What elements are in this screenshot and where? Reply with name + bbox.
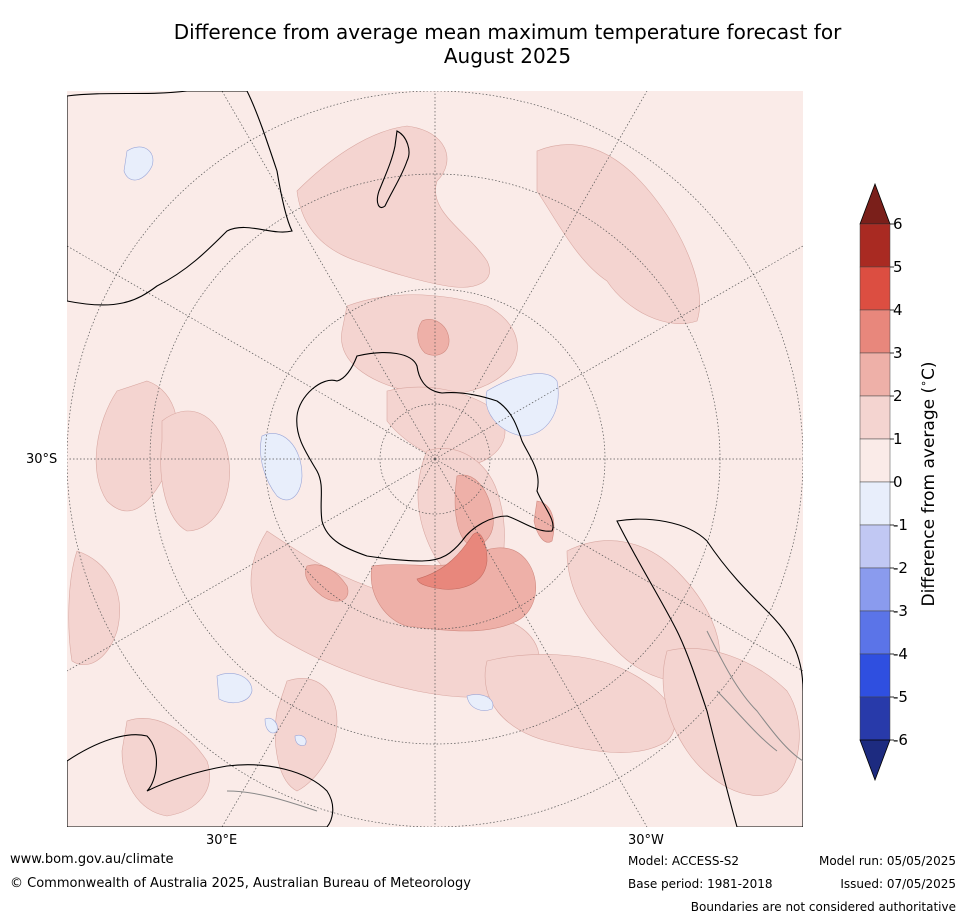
colorbar-under-triangle bbox=[859, 739, 891, 782]
footer-disclaimer: Boundaries are not considered authoritat… bbox=[690, 900, 956, 914]
footer-base-period: Base period: 1981-2018 bbox=[628, 877, 773, 891]
colorbar-tick-label: 6 bbox=[893, 215, 903, 233]
anomaly-2-3-regions bbox=[305, 319, 555, 632]
graticule-meridians bbox=[67, 91, 803, 827]
anomaly-3-4-regions bbox=[416, 532, 488, 590]
colorbar-tick-label: 3 bbox=[893, 344, 903, 362]
colorbar-segment bbox=[859, 610, 891, 655]
antarctica-coast bbox=[296, 352, 554, 562]
coastlines bbox=[67, 91, 803, 827]
south-america-coast bbox=[616, 518, 803, 827]
colorbar-tick-label: 4 bbox=[893, 301, 903, 319]
polar-map bbox=[67, 91, 803, 827]
colorbar-tick-label: 0 bbox=[893, 473, 903, 491]
colorbar-tick-label: -5 bbox=[893, 688, 908, 706]
colorbar-tick-label: -4 bbox=[893, 645, 908, 663]
anomaly-negative-regions bbox=[123, 146, 559, 746]
colorbar-segment bbox=[859, 567, 891, 612]
colorbar-tick-label: -2 bbox=[893, 559, 908, 577]
footer-copyright: © Commonwealth of Australia 2025, Austra… bbox=[10, 876, 471, 891]
colorbar-tick-label: -6 bbox=[893, 731, 908, 749]
australia-coast bbox=[67, 91, 293, 306]
footer-website: www.bom.gov.au/climate bbox=[10, 852, 174, 867]
map-title-line-1: Difference from average mean maximum tem… bbox=[173, 20, 842, 44]
lon-label-30w: 30°W bbox=[628, 833, 664, 848]
map-title-line-2: August 2025 bbox=[443, 44, 572, 68]
footer-model: Model: ACCESS-S2 bbox=[628, 854, 740, 868]
lon-label-30e: 30°E bbox=[206, 833, 238, 848]
colorbar-tick-label: 2 bbox=[893, 387, 903, 405]
colorbar-segment bbox=[859, 438, 891, 483]
colorbar-tick-label: 5 bbox=[893, 258, 903, 276]
africa-coast bbox=[67, 734, 334, 827]
new-zealand-coast bbox=[376, 130, 410, 209]
country-borders bbox=[226, 630, 803, 812]
footer-issued: Issued: 07/05/2025 bbox=[840, 877, 956, 891]
colorbar: 6 5 4 3 2 1 0 -1 -2 -3 -4 -5 -6 bbox=[859, 182, 908, 782]
colorbar-label-text: Difference from average ( bbox=[918, 386, 939, 607]
lat-label-30s: 30°S bbox=[26, 452, 58, 467]
anomaly-1-2-regions bbox=[68, 125, 800, 817]
colorbar-segment bbox=[859, 481, 891, 526]
colorbar-tick-label: -1 bbox=[893, 516, 908, 534]
colorbar-segment bbox=[859, 352, 891, 397]
map-title: Difference from average mean maximum tem… bbox=[60, 20, 955, 68]
footer-model-run: Model run: 05/05/2025 bbox=[818, 854, 956, 868]
colorbar-segment bbox=[859, 266, 891, 311]
colorbar-segment bbox=[859, 653, 891, 698]
colorbar-label-degree: ∘ bbox=[917, 379, 931, 387]
colorbar-segment bbox=[859, 524, 891, 569]
colorbar-tick-label: 1 bbox=[893, 430, 903, 448]
colorbar-label: Difference from average (∘C) bbox=[917, 361, 939, 606]
colorbar-segment bbox=[859, 309, 891, 354]
colorbar-label-unit: C) bbox=[918, 361, 939, 380]
colorbar-over-triangle bbox=[859, 182, 891, 225]
colorbar-segment bbox=[859, 395, 891, 440]
colorbar-segment bbox=[859, 696, 891, 741]
colorbar-segment bbox=[859, 223, 891, 268]
colorbar-tick-label: -3 bbox=[893, 602, 908, 620]
